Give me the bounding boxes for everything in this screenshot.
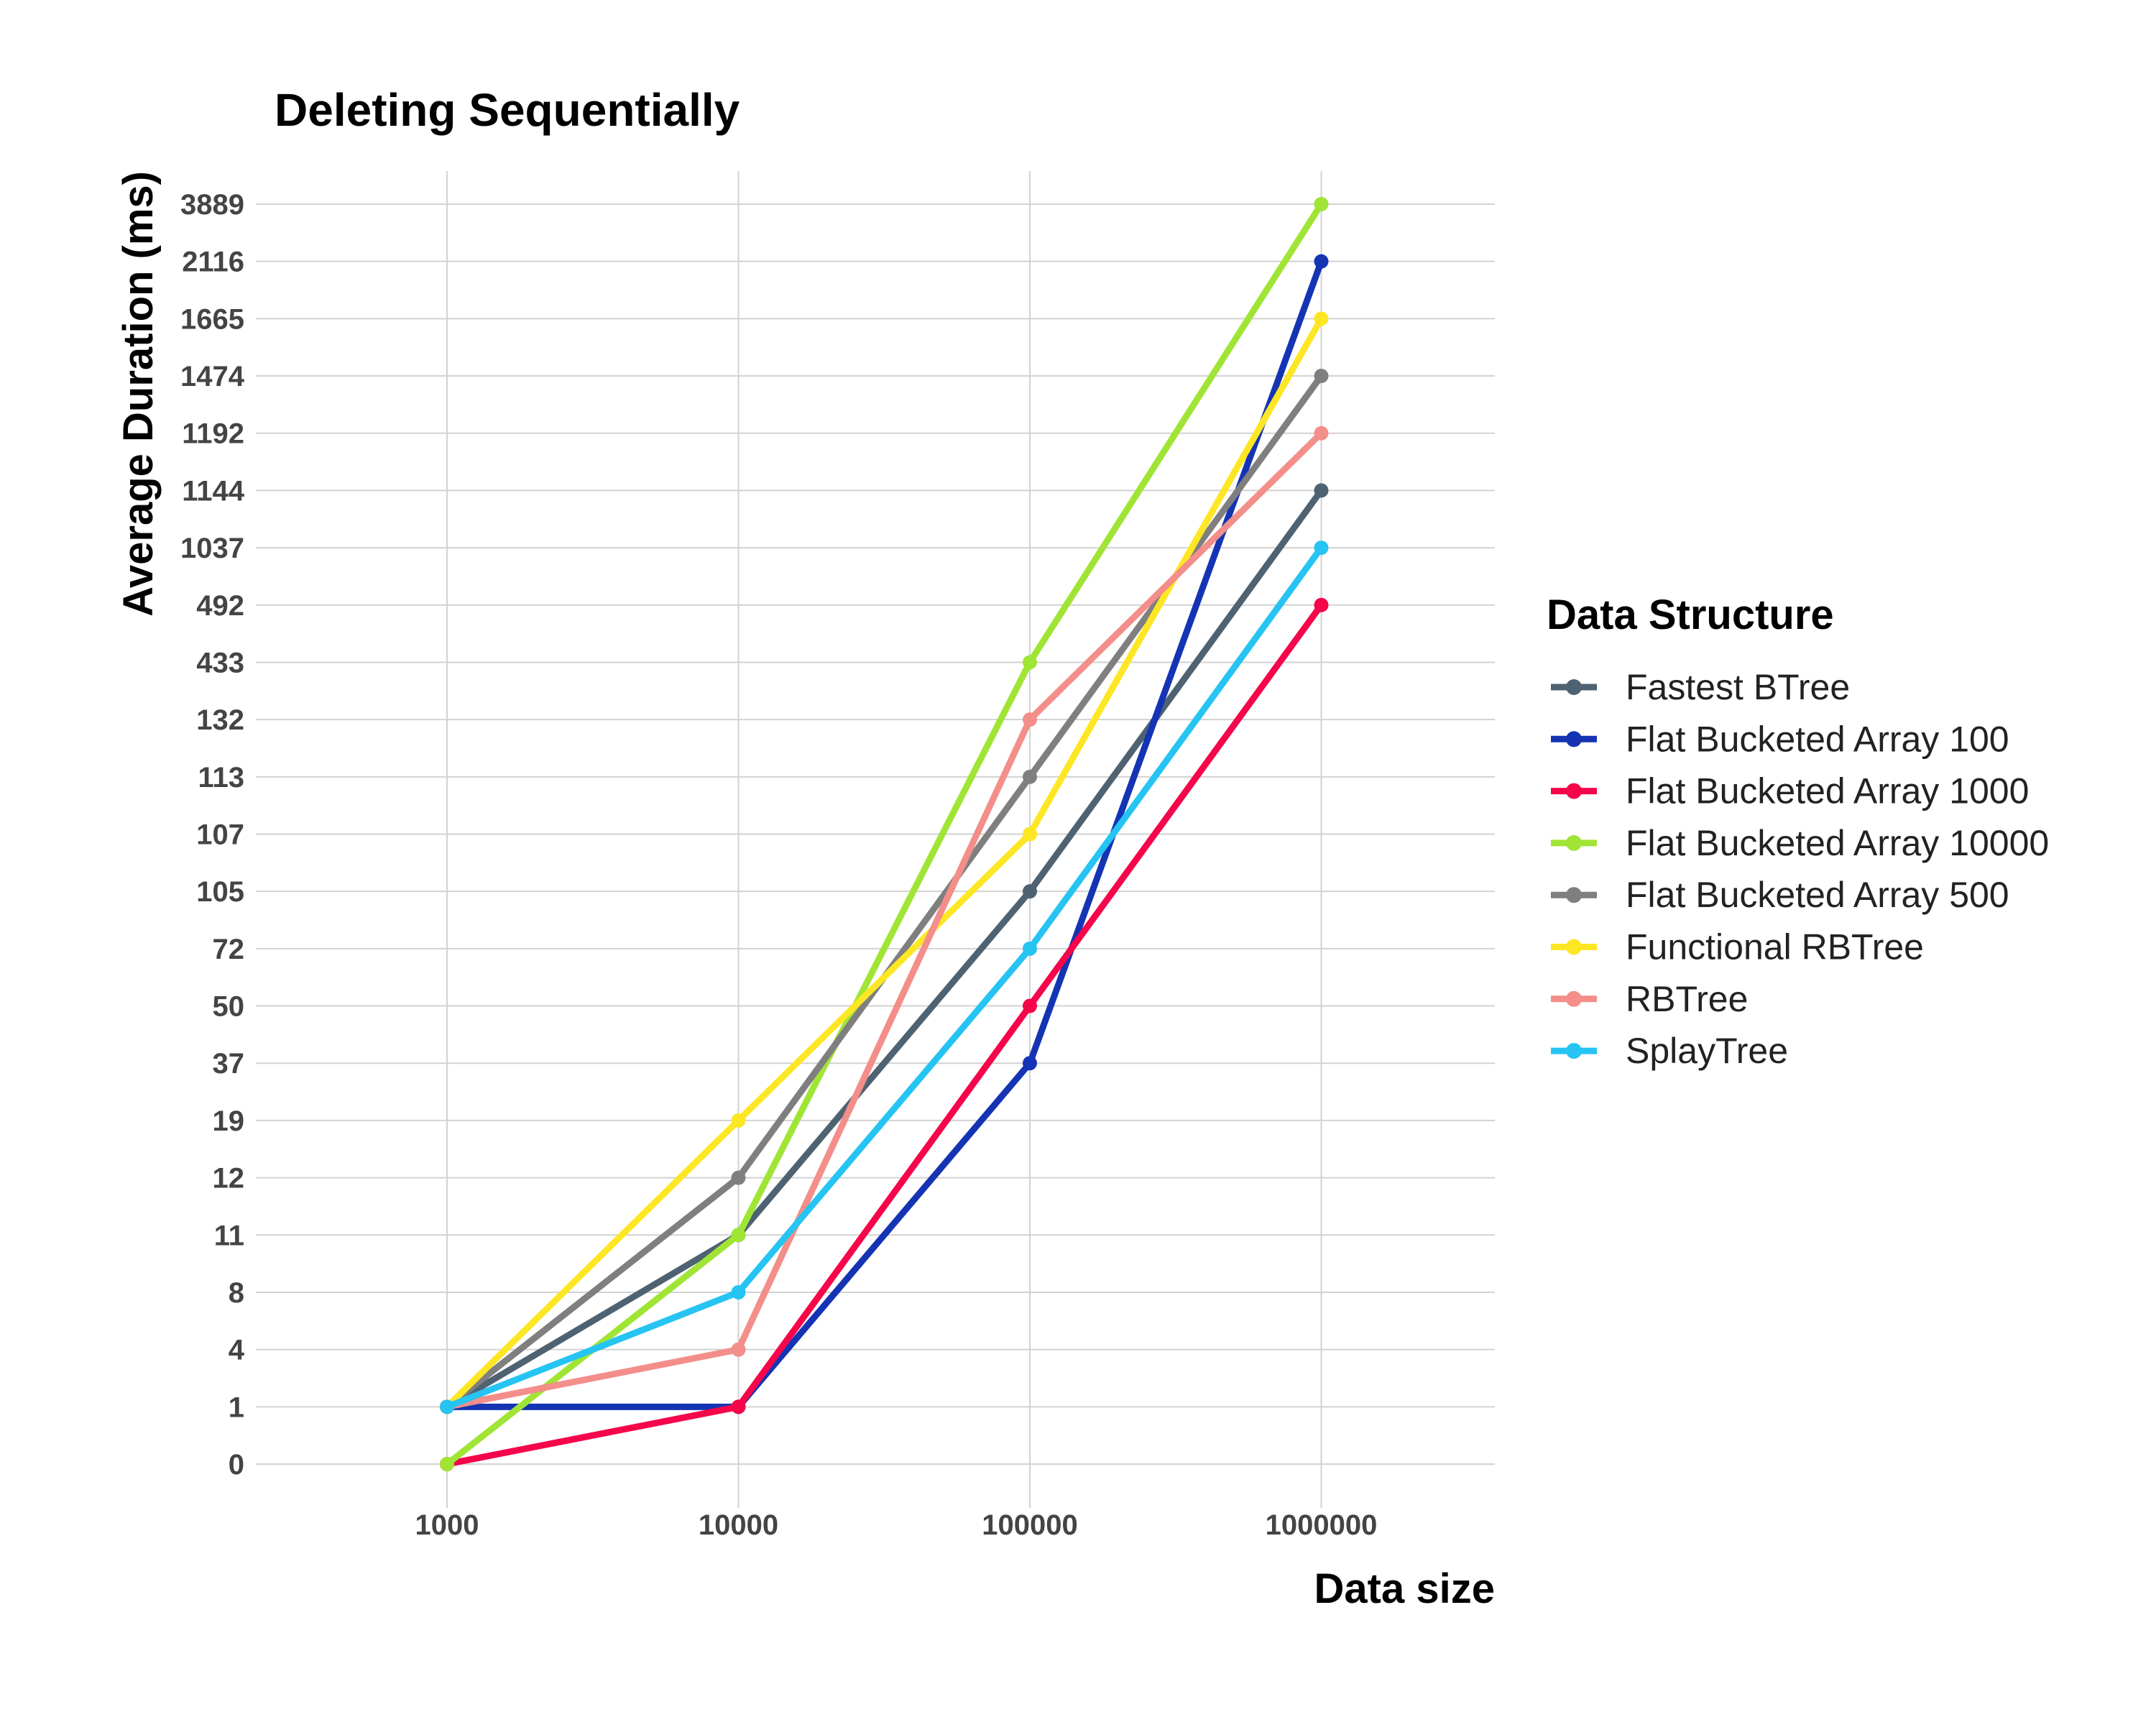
- legend-item: Fastest BTree: [1551, 667, 1850, 707]
- x-axis-title: Data size: [1314, 1565, 1495, 1612]
- y-tick-label: 8: [229, 1277, 244, 1309]
- y-tick-label: 50: [213, 991, 245, 1023]
- y-tick-label: 3889: [180, 189, 244, 221]
- legend-label: Flat Bucketed Array 10000: [1626, 823, 2049, 863]
- legend-title: Data Structure: [1547, 592, 1834, 638]
- legend-swatch-dot: [1566, 783, 1582, 799]
- data-point: [440, 1399, 454, 1414]
- data-point: [1314, 483, 1329, 498]
- data-point: [440, 1457, 454, 1471]
- series-group: [440, 426, 1329, 1414]
- grid: [256, 171, 1495, 1508]
- legend-item: RBTree: [1551, 979, 1748, 1019]
- y-tick-label: 19: [213, 1105, 245, 1137]
- series-line: [443, 487, 1325, 1410]
- series-line: [443, 430, 1325, 1410]
- x-tick-label: 10000: [699, 1509, 778, 1541]
- y-tick-label: 1192: [182, 418, 244, 450]
- y-tick-label: 492: [196, 590, 244, 622]
- data-point: [731, 1228, 746, 1243]
- legend-item: Flat Bucketed Array 500: [1551, 875, 2009, 915]
- y-tick-label: 0: [229, 1449, 244, 1481]
- legend-item: Flat Bucketed Array 1000: [1551, 771, 2029, 811]
- data-point: [1023, 1056, 1037, 1071]
- x-tick-label: 1000: [415, 1509, 479, 1541]
- legend-label: Functional RBTree: [1626, 927, 1924, 967]
- legend-swatch-dot: [1566, 990, 1582, 1007]
- y-tick-label: 1665: [180, 303, 244, 335]
- chart-title: Deleting Sequentially: [275, 84, 740, 136]
- series: [440, 197, 1329, 1471]
- x-tick-label: 100000: [982, 1509, 1077, 1541]
- x-tick-label: 1000000: [1266, 1509, 1378, 1541]
- legend-label: Fastest BTree: [1626, 667, 1850, 707]
- y-tick-label: 4: [229, 1335, 245, 1366]
- legend-label: SplayTree: [1626, 1031, 1788, 1071]
- legend-label: RBTree: [1626, 979, 1748, 1019]
- y-tick-label: 12: [213, 1163, 245, 1195]
- series-line: [443, 602, 1325, 1468]
- legend-swatch-dot: [1566, 834, 1582, 851]
- y-tick-label: 105: [196, 876, 244, 908]
- data-point: [1023, 941, 1037, 956]
- series-line: [443, 315, 1325, 1410]
- y-tick-label: 1474: [180, 361, 245, 392]
- data-point: [1314, 254, 1329, 269]
- legend-item: SplayTree: [1551, 1031, 1788, 1071]
- data-point: [731, 1342, 746, 1357]
- y-tick-label: 2116: [182, 247, 244, 278]
- data-point: [1314, 369, 1329, 384]
- legend: Data Structure Fastest BTree Flat Buckete…: [1547, 592, 2049, 1071]
- y-axis-title: Average Duration (ms): [115, 171, 162, 617]
- data-point: [1023, 769, 1037, 784]
- y-tick-label: 113: [198, 762, 244, 794]
- data-point: [1314, 197, 1329, 211]
- series-group: [440, 311, 1329, 1414]
- data-point: [1314, 426, 1329, 441]
- y-axis-ticks: 0 1 4 8 11 12 19 37 50 72 105 107 113 132 433 492 1037 11…: [180, 189, 245, 1481]
- y-tick-label: 433: [196, 647, 244, 678]
- legend-swatch-dot: [1566, 887, 1582, 903]
- legend-label: Flat Bucketed Array 1000: [1626, 771, 2029, 811]
- data-point: [1314, 597, 1329, 612]
- y-tick-label: 1: [229, 1392, 244, 1423]
- x-axis-ticks: 1000 10000 100000 1000000: [415, 1509, 1378, 1541]
- legend-swatch-dot: [1566, 679, 1582, 695]
- legend-swatch-dot: [1566, 939, 1582, 955]
- series-line: [443, 544, 1325, 1410]
- data-point: [731, 1113, 746, 1128]
- data-point: [1023, 827, 1037, 842]
- series-group: [440, 540, 1329, 1414]
- data-point: [1314, 540, 1329, 556]
- y-tick-label: 37: [213, 1048, 245, 1080]
- data-point: [1023, 998, 1037, 1013]
- legend-item: Functional RBTree: [1551, 927, 1924, 967]
- data-point: [1023, 655, 1037, 670]
- data-point: [1023, 712, 1037, 727]
- y-tick-label: 72: [213, 934, 245, 965]
- y-tick-label: 132: [196, 704, 244, 736]
- y-tick-label: 1144: [182, 475, 245, 507]
- y-tick-label: 11: [214, 1220, 244, 1251]
- legend-label: Flat Bucketed Array 500: [1626, 875, 2009, 915]
- data-point: [731, 1170, 746, 1185]
- y-tick-label: 1037: [180, 533, 244, 564]
- y-tick-label: 107: [196, 819, 244, 851]
- series-line: [443, 258, 1325, 1410]
- legend-swatch-dot: [1566, 1043, 1582, 1059]
- data-point: [731, 1284, 746, 1300]
- legend-item: Flat Bucketed Array 10000: [1551, 823, 2049, 863]
- data-point: [1023, 884, 1037, 899]
- data-point: [731, 1399, 746, 1414]
- legend-swatch-dot: [1566, 731, 1582, 748]
- legend-item: Flat Bucketed Array 100: [1551, 719, 2009, 759]
- data-point: [1314, 311, 1329, 326]
- legend-label: Flat Bucketed Array 100: [1626, 719, 2009, 759]
